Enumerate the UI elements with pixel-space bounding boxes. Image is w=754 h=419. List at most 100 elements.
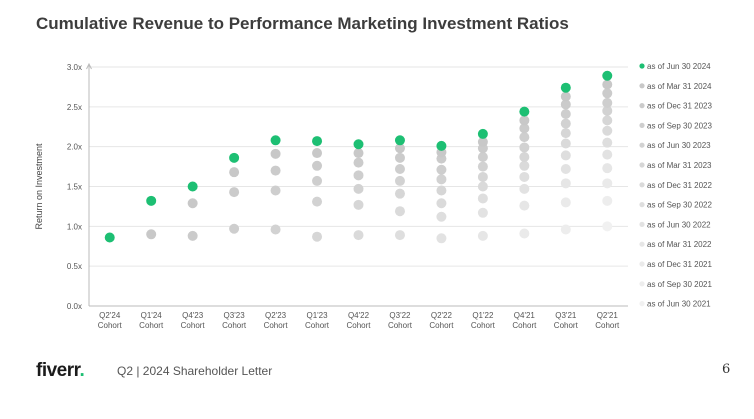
x-tick-label: Q2'22	[431, 311, 453, 320]
x-tick-label: Q4'23	[182, 311, 204, 320]
legend-label: as of Sep 30 2021	[647, 280, 712, 289]
x-tick-label-sub: Cohort	[305, 321, 330, 330]
data-point	[146, 229, 157, 240]
legend-label: as of Mar 31 2022	[647, 240, 712, 249]
data-point	[436, 233, 447, 244]
legend-label: as of Dec 31 2022	[647, 181, 712, 190]
data-point	[519, 228, 530, 239]
x-tick-label: Q1'23	[306, 311, 328, 320]
data-point	[602, 125, 613, 136]
legend-marker	[639, 221, 645, 227]
data-point	[353, 148, 364, 159]
x-tick-label: Q3'22	[389, 311, 411, 320]
y-axis-label: Return on Investment	[34, 143, 44, 230]
data-point	[394, 175, 405, 186]
data-point	[394, 230, 405, 241]
legend-marker	[639, 241, 645, 247]
data-point	[394, 188, 405, 199]
data-point	[602, 195, 613, 206]
data-point	[436, 211, 447, 222]
legend-label: as of Dec 31 2023	[647, 102, 712, 111]
x-tick-label-sub: Cohort	[98, 321, 123, 330]
data-point	[394, 163, 405, 174]
footer-text: Q2 | 2024 Shareholder Letter	[117, 364, 273, 378]
x-tick-label: Q1'22	[472, 311, 494, 320]
x-tick-label-sub: Cohort	[512, 321, 537, 330]
data-point	[602, 105, 613, 116]
data-point	[394, 143, 405, 154]
x-tick-label: Q3'21	[555, 311, 577, 320]
x-tick-label-sub: Cohort	[595, 321, 620, 330]
data-point	[187, 198, 198, 209]
data-point	[519, 160, 530, 171]
data-point	[270, 165, 281, 176]
legend-label: as of Dec 31 2021	[647, 260, 712, 269]
data-point	[436, 140, 447, 151]
data-point	[602, 137, 613, 148]
data-point	[312, 136, 323, 147]
legend-marker	[639, 83, 645, 89]
legend-marker	[639, 301, 645, 307]
legend-marker	[639, 63, 645, 69]
data-point	[519, 171, 530, 182]
data-point	[353, 157, 364, 168]
x-tick-label: Q4'22	[348, 311, 370, 320]
data-point	[602, 149, 613, 160]
legend-marker	[639, 162, 645, 168]
x-tick-label-sub: Cohort	[139, 321, 164, 330]
legend-marker	[639, 281, 645, 287]
data-point	[104, 232, 115, 243]
legend-marker	[639, 122, 645, 128]
data-point	[187, 181, 198, 192]
x-tick-label-sub: Cohort	[429, 321, 454, 330]
legend-label: as of Jun 30 2024	[647, 62, 711, 71]
data-point	[560, 109, 571, 120]
data-point	[560, 197, 571, 208]
data-point	[436, 185, 447, 196]
data-point	[436, 164, 447, 175]
legend-label: as of Jun 30 2023	[647, 141, 711, 150]
data-point	[602, 221, 613, 232]
data-point	[353, 170, 364, 181]
data-point	[436, 198, 447, 209]
x-tick-label: Q2'23	[265, 311, 287, 320]
data-point	[602, 163, 613, 174]
data-point	[270, 224, 281, 235]
roi-scatter-chart: 0.0x 0.5x 1.0x 1.5x 2.0x 2.5x 3.0x Return on In…	[34, 62, 712, 330]
data-point	[560, 163, 571, 174]
data-point	[602, 79, 613, 90]
y-tick-label: 1.5x	[67, 183, 82, 192]
data-point	[519, 200, 530, 211]
data-point	[560, 91, 571, 102]
x-tick-label-sub: Cohort	[181, 321, 206, 330]
x-tick-label: Q2'24	[99, 311, 121, 320]
data-point	[270, 185, 281, 196]
data-point	[560, 99, 571, 110]
data-point	[394, 135, 405, 146]
y-tick-label: 0.5x	[67, 262, 82, 271]
data-point	[477, 171, 488, 182]
legend-label: as of Jun 30 2022	[647, 220, 711, 229]
chart-title: Cumulative Revenue to Performance Market…	[36, 14, 569, 33]
data-point	[394, 152, 405, 163]
data-point	[353, 230, 364, 241]
data-point	[394, 206, 405, 217]
data-point	[477, 128, 488, 139]
data-point	[436, 174, 447, 185]
legend-label: as of Jun 30 2021	[647, 300, 711, 309]
data-point	[229, 187, 240, 198]
logo-text: fiverr	[36, 360, 80, 381]
data-point	[560, 224, 571, 235]
legend-label: as of Mar 31 2023	[647, 161, 712, 170]
data-point	[146, 195, 157, 206]
data-point	[477, 207, 488, 218]
data-point	[519, 152, 530, 163]
data-point	[560, 128, 571, 139]
x-tick-label: Q4'21	[514, 311, 536, 320]
data-point	[229, 167, 240, 178]
data-point	[477, 161, 488, 172]
data-point	[312, 148, 323, 159]
data-point	[312, 175, 323, 186]
data-point	[477, 152, 488, 163]
data-point	[353, 199, 364, 210]
